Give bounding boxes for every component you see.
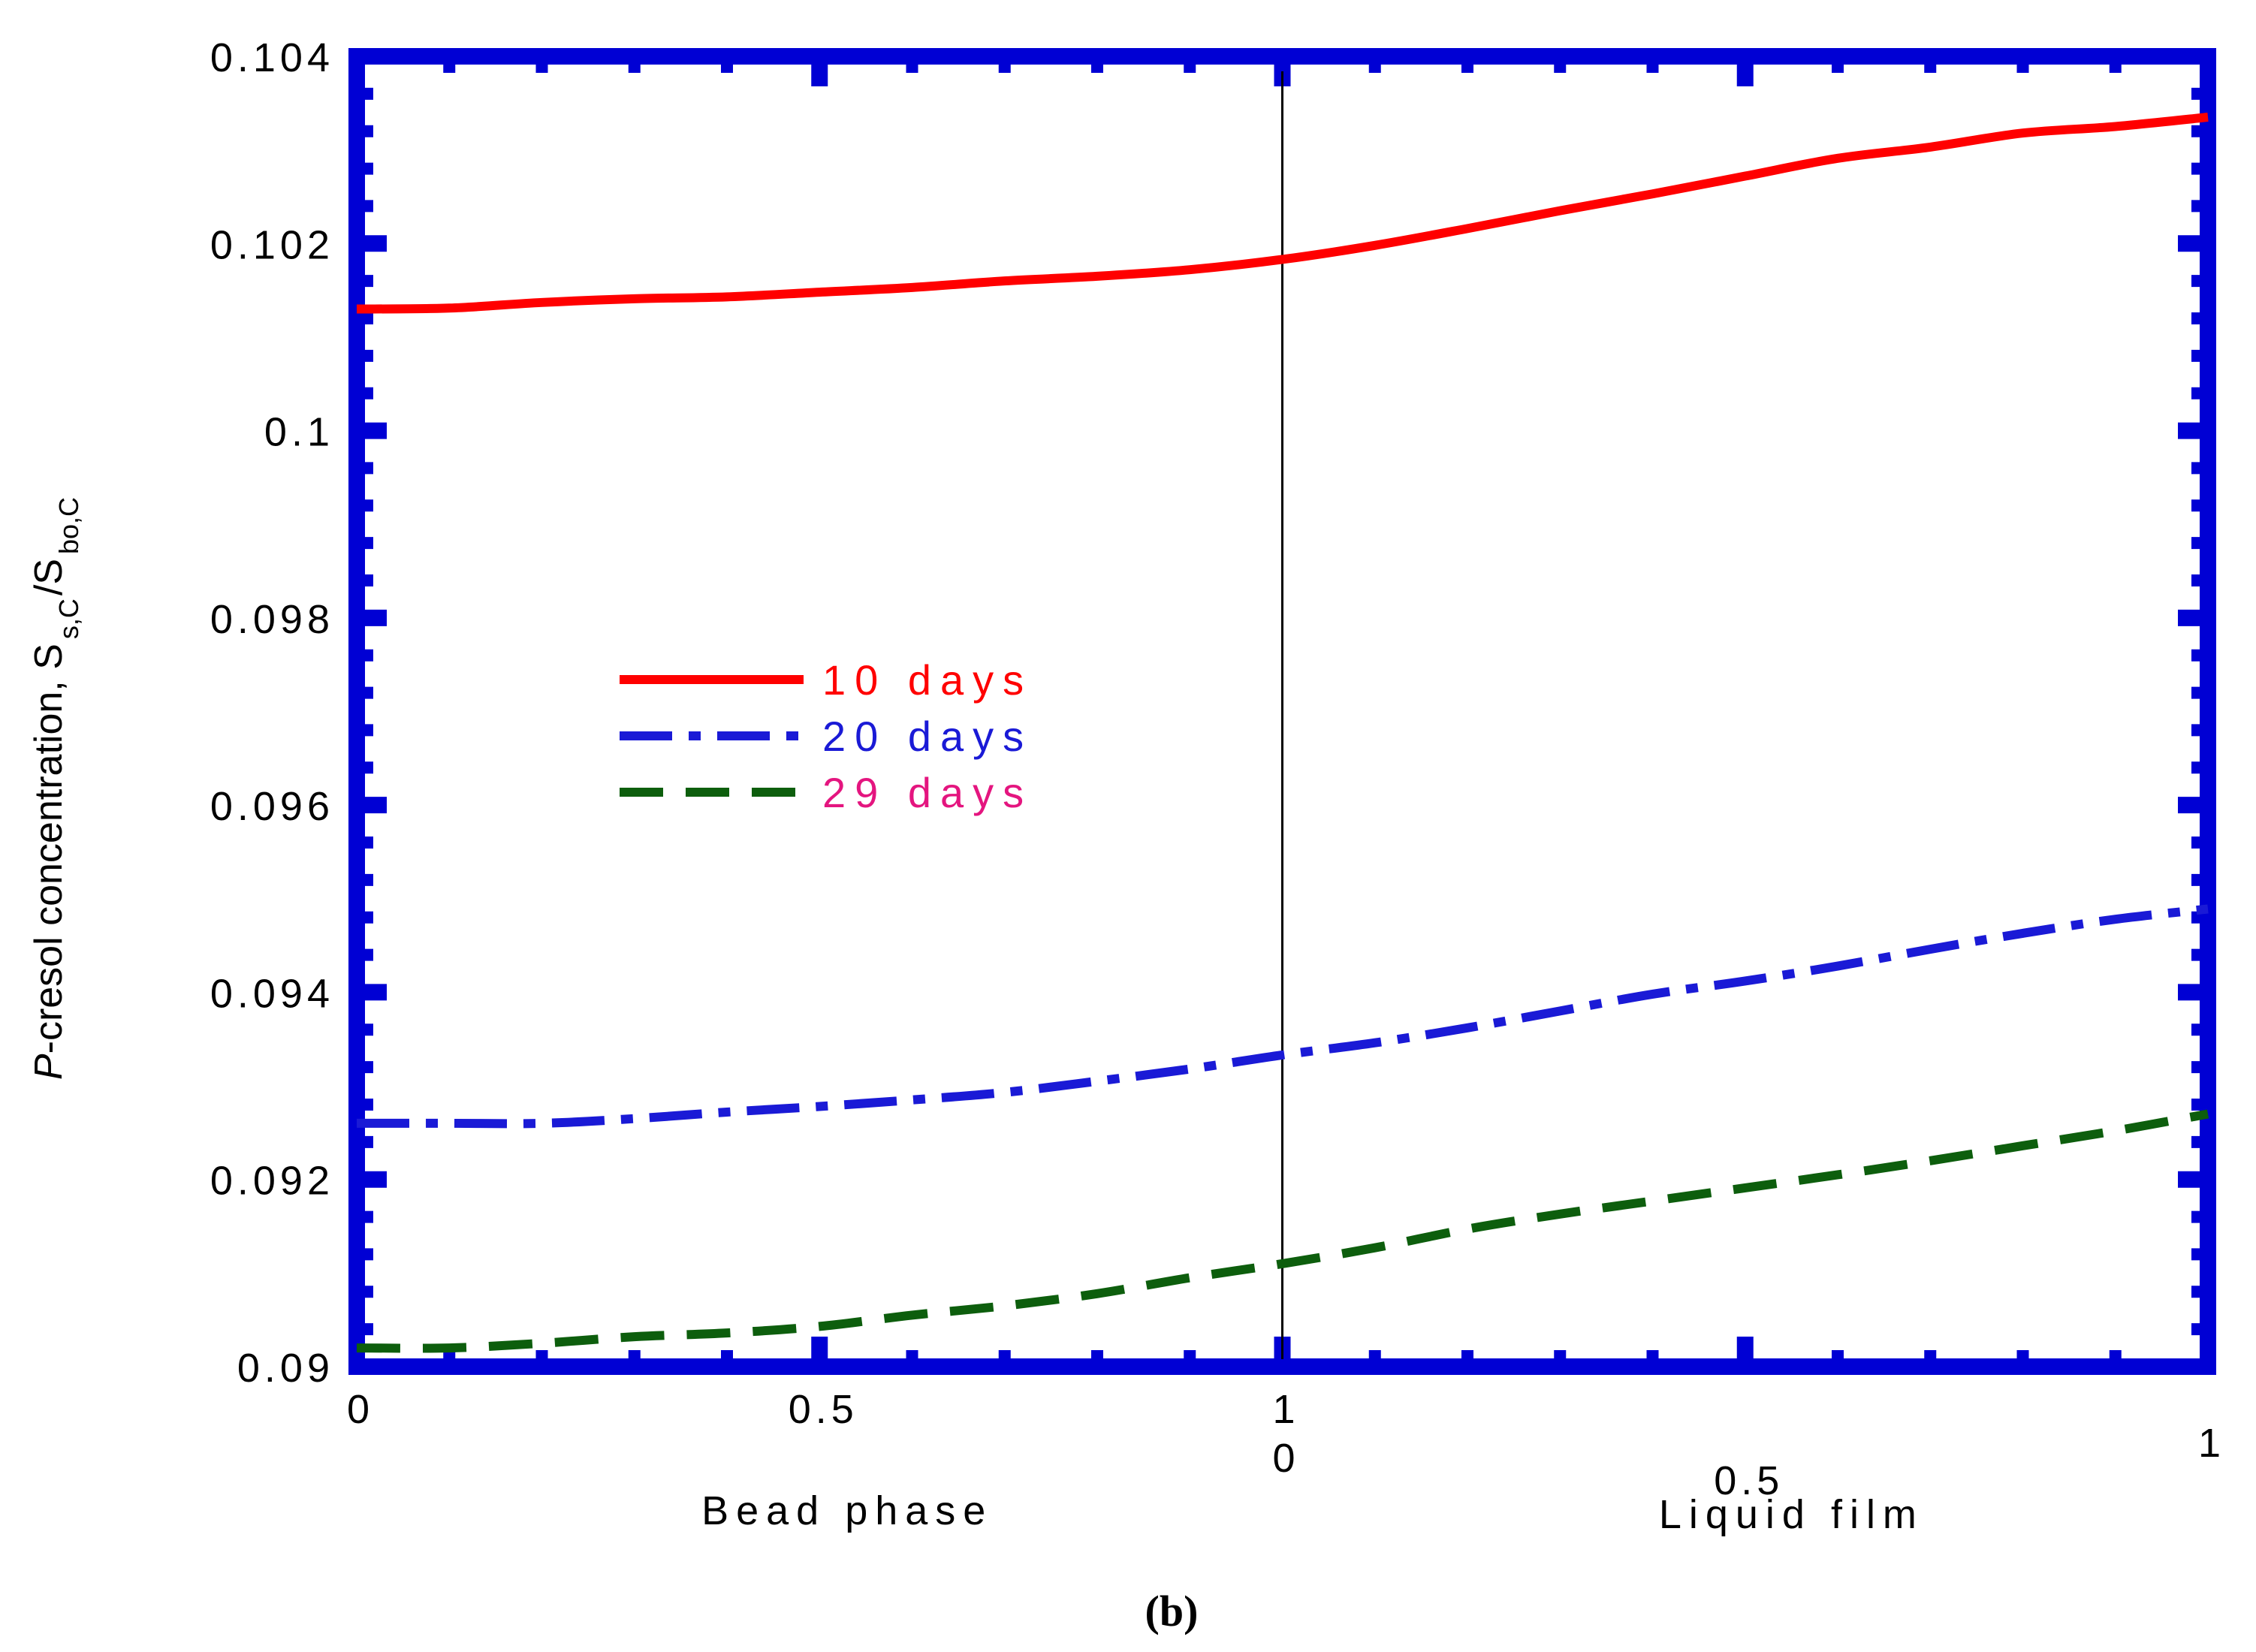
y-tick-label: 0.096 <box>210 784 334 829</box>
y-axis-title-italic: P <box>27 1054 71 1080</box>
y-tick-label: 0.09 <box>237 1346 334 1391</box>
series-line-10-days <box>356 113 2209 314</box>
legend-label-29-days: 29 days <box>822 769 1033 816</box>
series-group <box>356 113 2209 1353</box>
y-tick-label: 0.092 <box>210 1159 334 1204</box>
figure-caption: (b) <box>1145 1587 1199 1635</box>
y-tick-label: 0.098 <box>210 597 334 642</box>
y-tick-label: 0.094 <box>210 971 334 1016</box>
x-tick-label-bead: 0.5 <box>789 1387 858 1432</box>
x-tick-label-liquid: 1 <box>2198 1421 2225 1466</box>
y-tick-label: 0.102 <box>210 222 334 267</box>
legend-label-10-days: 10 days <box>822 656 1033 704</box>
legend-label-20-days: 20 days <box>822 713 1033 760</box>
y-tick-labels: 0.09 0.092 0.094 0.096 0.098 0.1 0.102 0.104 <box>210 35 334 1391</box>
y-axis-title-sub2: bo,C <box>53 497 84 554</box>
legend: 10 days 20 days 29 days <box>620 656 1033 816</box>
x-tick-label-liquid: 0 <box>1272 1436 1299 1481</box>
series-line-20-days <box>357 904 2209 1129</box>
y-axis-title-main: -cresol concentration, S <box>27 644 71 1054</box>
x-axis-title-bead-phase: Bead phase <box>701 1488 993 1533</box>
x-axis-title-liquid-film: Liquid film <box>1659 1492 1924 1537</box>
y-tick-label: 0.104 <box>210 35 334 80</box>
x-tick-label-bead: 0 <box>347 1387 374 1432</box>
y-axis-title-slash: /S <box>27 559 71 595</box>
x-tick-label-bead: 1 <box>1272 1387 1299 1432</box>
y-axis-title-sub1: s,C <box>53 598 84 639</box>
y-tick-label: 0.1 <box>264 410 334 455</box>
series-line-29-days <box>356 1109 2209 1353</box>
y-axis-title: P-cresol concentration, S s,C/S bo,C <box>27 497 84 1080</box>
x-tick-label-liquid: 0.5 <box>1714 1458 1784 1503</box>
x-tick-labels: 0 0.5 10 0.51 <box>347 1387 2225 1503</box>
